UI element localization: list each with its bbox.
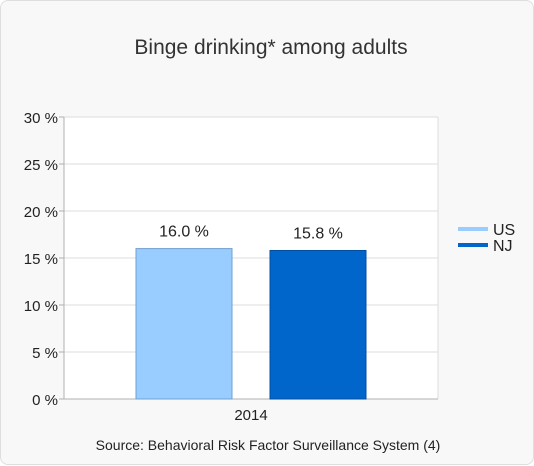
legend-label-us: US xyxy=(493,222,515,239)
x-tick-label: 2014 xyxy=(234,407,267,424)
y-tick-label: 5 % xyxy=(32,345,58,362)
y-tick-label: 0 % xyxy=(32,392,58,409)
legend-label-nj: NJ xyxy=(493,238,513,255)
y-tick-label: 30 % xyxy=(24,110,58,127)
bar-nj xyxy=(269,249,367,400)
bar-us xyxy=(135,248,233,400)
source-note: Source: Behavioral Risk Factor Surveilla… xyxy=(95,437,441,453)
y-tick-label: 10 % xyxy=(24,298,58,315)
y-tick-label: 15 % xyxy=(24,251,58,268)
data-label-us: 16.0 % xyxy=(159,224,209,241)
y-tick-label: 25 % xyxy=(24,157,58,174)
data-label-nj: 15.8 % xyxy=(293,225,343,242)
y-tick-label: 20 % xyxy=(24,204,58,221)
chart-title: Binge drinking* among adults xyxy=(134,36,408,59)
